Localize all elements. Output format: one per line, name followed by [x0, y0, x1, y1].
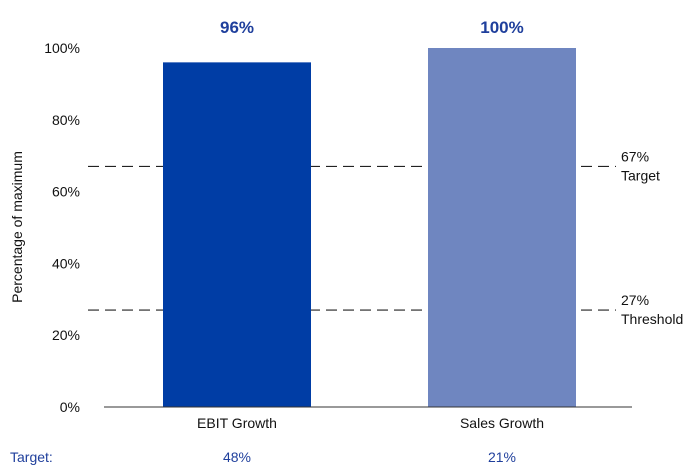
x-axis-labels: EBIT Growth Sales Growth [197, 415, 544, 431]
y-tick-label: 40% [52, 255, 80, 271]
bars [163, 48, 576, 408]
bar-value-label: 100% [480, 18, 523, 37]
reference-line-labels: 67% Target 27% Threshold [621, 148, 683, 327]
footer-target-value: 21% [488, 449, 516, 465]
y-tick-label: 60% [52, 184, 80, 200]
x-category-label: EBIT Growth [197, 415, 277, 431]
bar-value-labels: 96% 100% [220, 18, 524, 37]
footer-target-label: Target: [10, 449, 53, 465]
y-tick-label: 0% [60, 399, 80, 415]
footer-target-value: 48% [223, 449, 251, 465]
bar-sales-growth [428, 48, 576, 407]
y-tick-label: 20% [52, 327, 80, 343]
y-axis-title: Percentage of maximum [9, 151, 25, 303]
reference-value-label: 67% [621, 148, 649, 164]
x-category-label: Sales Growth [460, 415, 544, 431]
y-tick-label: 80% [52, 112, 80, 128]
target-footer: Target: 48% 21% [10, 449, 516, 465]
y-axis-ticks: 0% 20% 40% 60% 80% 100% [44, 40, 80, 415]
bar-ebit-growth [163, 62, 311, 408]
y-tick-label: 100% [44, 40, 80, 56]
reference-value-label: 27% [621, 292, 649, 308]
reference-name-label: Target [621, 167, 660, 183]
bar-value-label: 96% [220, 18, 254, 37]
reference-name-label: Threshold [621, 311, 683, 327]
